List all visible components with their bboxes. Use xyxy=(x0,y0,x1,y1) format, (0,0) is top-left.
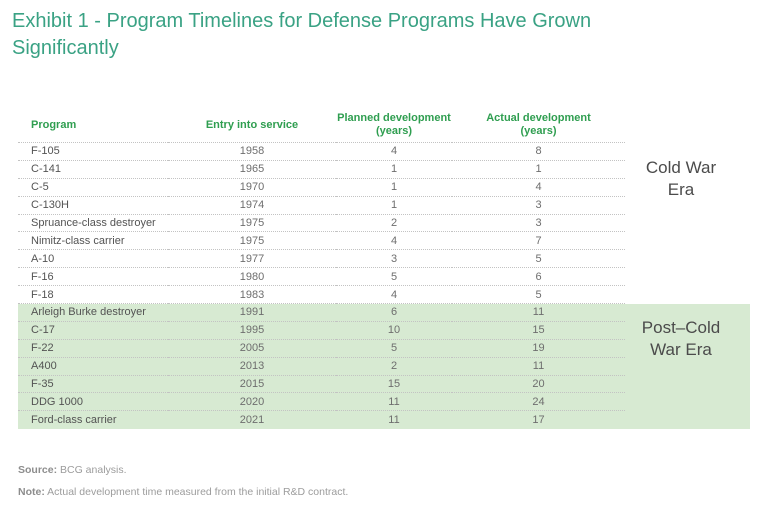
actual-cell: 5 xyxy=(452,286,625,305)
entry-cell: 1975 xyxy=(168,215,336,233)
column-header-actual-development: Actual development (years) xyxy=(452,108,625,143)
program-cell: Ford-class carrier xyxy=(31,414,117,427)
planned-cell: 2 xyxy=(336,215,452,233)
entry-cell: 2020 xyxy=(168,393,336,412)
column-header-program: Program xyxy=(18,108,168,143)
entry-cell: 2005 xyxy=(168,340,336,358)
note-line: Note: Actual development time measured f… xyxy=(18,486,348,498)
table-row: Nimitz-class carrier 1975 4 7 xyxy=(18,232,750,251)
table-row: DDG 1000 2020 11 24 xyxy=(18,393,750,412)
column-header-entry-into-service: Entry into service xyxy=(168,108,336,143)
column-header-planned-development: Planned development (years) xyxy=(336,108,452,143)
entry-cell: 2013 xyxy=(168,358,336,376)
actual-cell: 1 xyxy=(452,161,625,179)
note-label: Note: xyxy=(18,486,45,498)
actual-cell: 19 xyxy=(452,340,625,358)
table-row: C-5 1970 1 4 xyxy=(18,179,750,197)
actual-cell: 7 xyxy=(452,232,625,251)
table-row: F-35 2015 15 20 xyxy=(18,375,750,394)
actual-cell: 4 xyxy=(452,179,625,197)
planned-cell: 3 xyxy=(336,250,452,269)
actual-cell: 15 xyxy=(452,322,625,340)
era-label-cold-war: Cold War Era xyxy=(645,158,717,199)
program-cell: F-16 xyxy=(18,268,168,287)
program-cell: A-10 xyxy=(18,250,168,269)
planned-cell: 1 xyxy=(336,179,452,197)
table-row: Spruance-class destroyer 1975 2 3 xyxy=(18,215,750,233)
program-cell: F-18 xyxy=(18,286,168,305)
page-title: Exhibit 1 - Program Timelines for Defens… xyxy=(12,10,592,59)
program-cell: Arleigh Burke destroyer xyxy=(18,304,168,322)
planned-cell: 1 xyxy=(336,161,452,179)
planned-cell: 2 xyxy=(336,358,452,376)
planned-cell: 11 xyxy=(388,414,400,427)
actual-cell: 6 xyxy=(452,268,625,287)
actual-cell: 11 xyxy=(452,304,625,322)
planned-cell: 4 xyxy=(336,286,452,305)
table-row: Ford-class carrier 2021 11 17 xyxy=(18,411,750,430)
entry-cell: 1991 xyxy=(168,304,336,322)
table-row: Arleigh Burke destroyer 1991 6 11 xyxy=(18,304,750,322)
actual-cell: 11 xyxy=(452,358,625,376)
planned-cell: 5 xyxy=(336,340,452,358)
planned-cell: 6 xyxy=(336,304,452,322)
entry-cell: 1965 xyxy=(168,161,336,179)
table-row: F-16 1980 5 6 xyxy=(18,268,750,287)
table-row: A-10 1977 3 5 xyxy=(18,250,750,269)
planned-cell: 10 xyxy=(336,322,452,340)
entry-cell: 1974 xyxy=(168,197,336,215)
planned-cell: 5 xyxy=(336,268,452,287)
program-cell: Nimitz-class carrier xyxy=(18,232,168,251)
entry-cell: 1983 xyxy=(168,286,336,305)
entry-cell: 1977 xyxy=(168,250,336,269)
planned-cell: 11 xyxy=(336,393,452,412)
source-line: Source: BCG analysis. xyxy=(18,464,127,476)
entry-cell: 2021 xyxy=(239,414,265,427)
era-label-post-cold-war: Post–Cold War Era xyxy=(641,318,721,359)
entry-cell: 1995 xyxy=(168,322,336,340)
planned-cell: 1 xyxy=(336,197,452,215)
source-label: Source: xyxy=(18,464,58,476)
program-cell: F-35 xyxy=(18,376,168,394)
actual-cell: 24 xyxy=(452,393,625,412)
actual-cell: 20 xyxy=(452,376,625,394)
planned-cell: 4 xyxy=(336,143,452,161)
program-cell: Spruance-class destroyer xyxy=(18,215,168,233)
actual-cell: 17 xyxy=(532,414,545,427)
program-cell: C-17 xyxy=(18,322,168,340)
entry-cell: 1980 xyxy=(168,268,336,287)
note-text: Actual development time measured from th… xyxy=(44,486,349,498)
actual-cell: 5 xyxy=(452,250,625,269)
table-row: F-18 1983 4 5 xyxy=(18,286,750,305)
actual-cell: 8 xyxy=(452,143,625,161)
program-cell: F-22 xyxy=(18,340,168,358)
source-text: BCG analysis. xyxy=(57,464,127,476)
planned-cell: 4 xyxy=(336,232,452,251)
table-body: F-105 1958 4 8 C-141 1965 1 1 C-5 1970 1… xyxy=(18,143,750,430)
table-row: C-130H 1974 1 3 xyxy=(18,197,750,215)
table-row: C-141 1965 1 1 xyxy=(18,161,750,179)
table-row: C-17 1995 10 15 xyxy=(18,321,750,340)
table-row: F-105 1958 4 8 xyxy=(18,143,750,161)
program-cell: A400 xyxy=(18,358,168,376)
table-row: F-22 2005 5 19 xyxy=(18,339,750,358)
entry-cell: 1975 xyxy=(168,232,336,251)
entry-cell: 2015 xyxy=(168,376,336,394)
program-cell: C-141 xyxy=(18,161,168,179)
actual-cell: 3 xyxy=(452,197,625,215)
table-row: A400 2013 2 11 xyxy=(18,357,750,376)
program-cell: C-5 xyxy=(18,179,168,197)
planned-cell: 15 xyxy=(336,376,452,394)
program-timelines-table: Program Entry into service Planned devel… xyxy=(18,108,750,430)
program-cell: DDG 1000 xyxy=(18,393,168,412)
entry-cell: 1970 xyxy=(168,179,336,197)
program-cell: C-130H xyxy=(18,197,168,215)
actual-cell: 3 xyxy=(452,215,625,233)
entry-cell: 1958 xyxy=(168,143,336,161)
table-header-row: Program Entry into service Planned devel… xyxy=(18,108,750,143)
program-cell: F-105 xyxy=(18,143,168,161)
